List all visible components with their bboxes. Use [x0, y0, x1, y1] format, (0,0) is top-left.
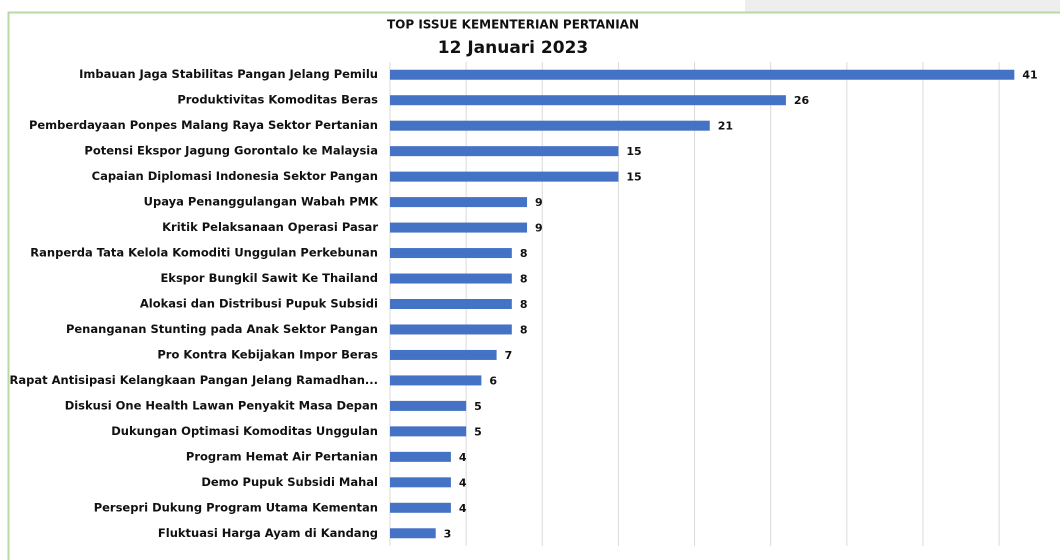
bar — [390, 299, 512, 309]
y-tick-label: Ranperda Tata Kelola Komoditi Unggulan P… — [30, 246, 378, 260]
value-label: 8 — [520, 247, 528, 260]
bar — [390, 273, 512, 284]
value-label: 9 — [535, 222, 543, 235]
bar — [390, 197, 528, 208]
frame — [7, 11, 1060, 560]
y-tick-label: Kritik Pelaksanaan Operasi Pasar — [162, 220, 378, 234]
bar — [390, 69, 1015, 80]
chart-subtitle: 12 Januari 2023 — [438, 38, 589, 58]
value-label: 26 — [794, 94, 810, 107]
y-tick-label: Program Hemat Air Pertanian — [186, 449, 378, 463]
bar — [390, 502, 451, 513]
value-label: 4 — [459, 451, 467, 464]
bar — [390, 349, 497, 360]
bar — [390, 451, 451, 462]
y-tick-label: Potensi Ekspor Jagung Gorontalo ke Malay… — [84, 144, 378, 158]
value-label: 5 — [474, 400, 482, 413]
y-tick-label: Penanganan Stunting pada Anak Sektor Pan… — [66, 322, 378, 336]
y-tick-label: Demo Pupuk Subsidi Mahal — [201, 475, 378, 489]
y-tick-label: Alokasi dan Distribusi Pupuk Subsidi — [140, 297, 378, 311]
value-label: 5 — [474, 425, 482, 438]
y-tick-label: Pro Kontra Kebijakan Impor Beras — [157, 347, 378, 361]
value-label: 15 — [626, 145, 641, 158]
bar — [390, 95, 786, 106]
y-tick-label: Pemberdayaan Ponpes Malang Raya Sektor P… — [29, 118, 378, 132]
value-label: 6 — [489, 374, 497, 387]
bar — [390, 426, 467, 437]
y-tick-label: Ekspor Bungkil Sawit Ke Thailand — [160, 271, 378, 285]
y-tick-label: Persepri Dukung Program Utama Kementan — [94, 500, 378, 514]
y-tick-label: Fluktuasi Harga Ayam di Kandang — [158, 526, 378, 540]
value-label: 8 — [520, 273, 528, 286]
value-label: 41 — [1022, 69, 1037, 82]
bar — [390, 400, 467, 411]
value-label: 3 — [444, 527, 452, 540]
y-tick-label: Dukungan Optimasi Komoditas Unggulan — [111, 424, 378, 438]
value-label: 4 — [459, 476, 467, 489]
bar — [390, 477, 451, 488]
bar — [390, 375, 482, 386]
y-tick-label: Upaya Penanggulangan Wabah PMK — [144, 195, 379, 209]
chart-title: TOP ISSUE KEMENTERIAN PERTANIAN — [387, 18, 639, 32]
value-label: 15 — [626, 171, 641, 184]
y-tick-label: Capaian Diplomasi Indonesia Sektor Panga… — [92, 169, 378, 183]
value-label: 9 — [535, 196, 543, 209]
y-tick-label: Rapat Antisipasi Kelangkaan Pangan Jelan… — [10, 373, 378, 387]
bar — [390, 120, 710, 131]
value-label: 7 — [505, 349, 513, 362]
bar — [390, 248, 512, 259]
value-label: 8 — [520, 298, 528, 311]
y-tick-label: Imbauan Jaga Stabilitas Pangan Jelang Pe… — [79, 67, 378, 81]
top-strip — [745, 0, 1060, 12]
value-label: 4 — [459, 502, 467, 515]
value-label: 21 — [718, 120, 733, 133]
bar — [390, 146, 619, 157]
bar — [390, 324, 512, 335]
bar — [390, 222, 528, 233]
value-label: 8 — [520, 323, 528, 336]
y-tick-label: Diskusi One Health Lawan Penyakit Masa D… — [65, 398, 378, 412]
bar — [390, 171, 619, 182]
bar — [390, 528, 436, 539]
y-tick-label: Produktivitas Komoditas Beras — [177, 93, 378, 107]
